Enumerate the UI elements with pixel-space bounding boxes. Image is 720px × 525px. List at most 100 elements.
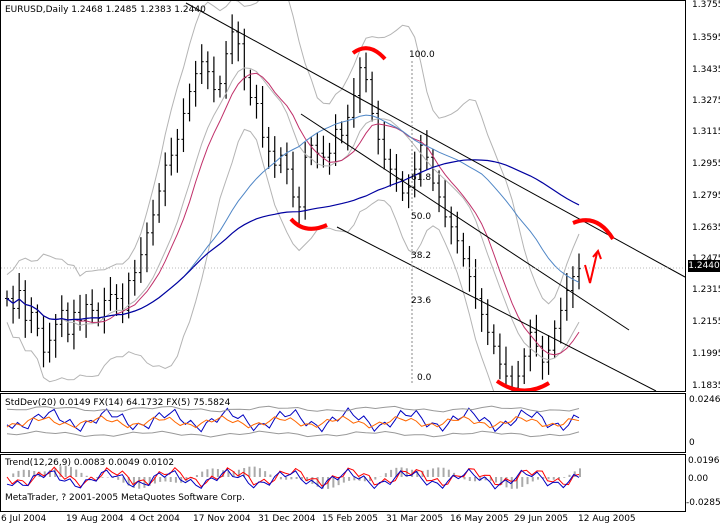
price-panel[interactable]: EURUSD,Daily 1.2468 1.2485 1.2383 1.2440… xyxy=(0,0,686,392)
time-tick-label: 12 Aug 2005 xyxy=(578,514,636,524)
histogram-bar xyxy=(269,474,272,477)
histogram-bar xyxy=(442,467,445,477)
histogram-bar xyxy=(453,472,456,477)
copyright-text: MetaTrader, ? 2001-2005 MetaQuotes Softw… xyxy=(5,493,245,503)
stddev-chart-svg xyxy=(6,405,580,438)
histogram-bar xyxy=(206,469,209,477)
ma-long-line xyxy=(6,159,580,321)
histogram-bar xyxy=(437,467,440,477)
histogram-bar xyxy=(138,477,141,489)
histogram-bar xyxy=(222,470,225,477)
histogram-bar xyxy=(321,477,324,489)
histogram-bar xyxy=(531,477,534,482)
histogram-bar xyxy=(117,477,120,480)
current-price-badge: 1.2440 xyxy=(688,260,720,272)
histogram-bar xyxy=(526,477,529,485)
histogram-bar xyxy=(558,477,561,480)
histogram-bar xyxy=(479,477,482,481)
trend-tick-label: 0.0196 xyxy=(688,456,720,466)
channel-lower-line xyxy=(336,226,657,391)
stddev-lower-line xyxy=(6,430,580,438)
histogram-bar xyxy=(290,477,293,480)
histogram-bar xyxy=(447,469,450,477)
time-tick-label: 4 Oct 2004 xyxy=(130,514,180,524)
time-tick-label: 31 Dec 2004 xyxy=(258,514,316,524)
histogram-bar xyxy=(568,474,571,477)
histogram-bar xyxy=(295,477,298,479)
channel-mid-line xyxy=(300,113,630,331)
histogram-bar xyxy=(264,471,267,477)
histogram-bar xyxy=(216,469,219,477)
histogram-bar xyxy=(111,477,114,479)
bollinger-middle-line xyxy=(6,67,580,361)
price-tick-label: 1.1995 xyxy=(692,349,720,359)
annotation-arc-right xyxy=(572,218,615,241)
histogram-bar xyxy=(59,466,62,477)
price-tick-label: 1.1835 xyxy=(692,381,720,391)
time-tick-label: 15 Feb 2005 xyxy=(322,514,379,524)
histogram-bar xyxy=(395,467,398,477)
histogram-bar xyxy=(69,466,72,477)
histogram-bar xyxy=(316,477,319,487)
trend-label: Trend(12,26,9) 0.0083 0.0049 0.0102 xyxy=(5,458,175,468)
current-price-text: 1.2440 xyxy=(688,261,720,271)
histogram-bar xyxy=(169,477,172,482)
histogram-bar xyxy=(195,475,198,477)
histogram-bar xyxy=(258,468,261,477)
histogram-bar xyxy=(542,477,545,479)
time-tick-label: 16 May 2005 xyxy=(450,514,509,524)
price-tick-label: 1.3435 xyxy=(692,65,720,75)
time-tick-label: 6 Jul 2004 xyxy=(1,514,47,524)
histogram-bar xyxy=(563,477,566,478)
stddev-tick-label: 0.0246 xyxy=(689,395,720,405)
fx5-line xyxy=(6,415,580,429)
trend-panel[interactable]: Trend(12,26,9) 0.0083 0.0049 0.0102 Meta… xyxy=(0,454,686,512)
trend-tick-label: 0.00 xyxy=(688,474,709,484)
histogram-bar xyxy=(342,477,345,483)
histogram-bar xyxy=(75,469,78,477)
time-axis: 6 Jul 2004 19 Aug 2004 4 Oct 2004 17 Nov… xyxy=(0,512,720,525)
histogram-bar xyxy=(300,477,303,480)
histogram-bar xyxy=(489,477,492,481)
histogram-bar xyxy=(27,470,30,477)
price-tick-label: 1.3275 xyxy=(692,96,720,106)
histogram-bar xyxy=(12,473,15,477)
histogram-bar xyxy=(101,477,104,478)
ma-medium-line xyxy=(6,114,580,321)
histogram-bar xyxy=(463,477,466,480)
histogram-bar xyxy=(384,473,387,477)
price-tick-label: 1.2795 xyxy=(692,191,720,201)
price-tick-label: 1.3115 xyxy=(692,127,720,137)
bollinger-upper-line xyxy=(6,1,580,305)
fib-level-50: 50.0 xyxy=(411,212,432,222)
histogram-bar xyxy=(274,477,277,478)
histogram-bar xyxy=(96,477,99,479)
histogram-bar xyxy=(374,477,377,480)
histogram-bar xyxy=(468,477,471,482)
price-tick-label: 1.2635 xyxy=(692,223,720,233)
histogram-bar xyxy=(33,471,36,477)
histogram-bar xyxy=(484,477,487,481)
histogram-bar xyxy=(153,477,156,484)
fib-level-236: 23.6 xyxy=(411,296,432,306)
histogram-bar xyxy=(159,477,162,482)
histogram-bar xyxy=(174,477,177,483)
trend-main-line xyxy=(6,468,580,490)
stddev-panel[interactable]: StdDev(20) 0.0149 FX(14) 64.1732 FX(5) 7… xyxy=(0,393,686,453)
histogram-bar xyxy=(122,477,125,483)
histogram-bar xyxy=(537,477,540,480)
ma-short-line xyxy=(6,72,580,356)
histogram-bar xyxy=(64,465,67,477)
channel-upper-line xyxy=(185,2,685,278)
histogram-bar xyxy=(337,477,340,486)
histogram-bar xyxy=(164,477,167,482)
histogram-bar xyxy=(279,477,282,480)
histogram-bar xyxy=(552,477,555,480)
histogram-bar xyxy=(48,469,51,477)
histogram-bar xyxy=(363,477,366,482)
histogram-bar xyxy=(579,468,581,477)
histogram-bar xyxy=(227,471,230,477)
histogram-bar xyxy=(306,477,309,482)
histogram-bar xyxy=(85,475,88,477)
